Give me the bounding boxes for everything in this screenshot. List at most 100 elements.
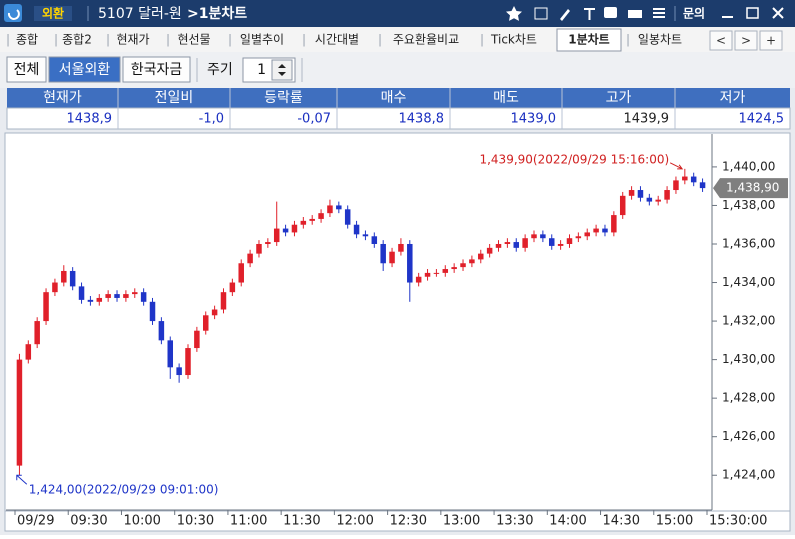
screen-name: 5107 달러-원 (98, 6, 182, 22)
tab-separator: | (6, 33, 10, 47)
candle-body (566, 238, 573, 244)
tab-nav-label[interactable]: > (741, 34, 751, 48)
candle-body (78, 286, 85, 300)
candle-body (424, 272, 431, 277)
candle-body (176, 367, 182, 376)
x-tick-label: 15:00 (656, 514, 693, 529)
candle-body (478, 253, 484, 260)
tab-nav-button[interactable] (734, 30, 758, 51)
x-tick-label: 15:30:00 (709, 514, 767, 529)
candle-body (327, 205, 333, 214)
tab[interactable]: 종합 (16, 33, 38, 47)
candle-body (682, 176, 688, 181)
y-tick-label: 1,436,00 (722, 236, 775, 250)
pen-icon[interactable] (560, 9, 570, 21)
tab[interactable]: 일별추이 (240, 33, 284, 47)
candle-body (628, 190, 635, 196)
candle-body (140, 292, 147, 302)
candle-body (690, 176, 697, 183)
tab[interactable]: Tick차트 (490, 33, 537, 47)
candle-body (593, 228, 599, 233)
candle-body (655, 199, 661, 202)
tab[interactable]: 종합2 (62, 33, 92, 47)
menu-icon[interactable] (653, 8, 665, 10)
market-button[interactable] (48, 56, 121, 83)
candle-body (238, 263, 244, 283)
x-tick-label: 13:30 (496, 514, 533, 529)
market-button-label[interactable]: 전체 (14, 62, 40, 78)
table-header: 매수 (381, 90, 407, 106)
text-icon[interactable] (584, 8, 595, 20)
tab[interactable]: 일봉차트 (638, 33, 682, 47)
candle-body (43, 292, 49, 322)
close-button[interactable] (772, 7, 784, 19)
tab-nav-label[interactable]: < (716, 34, 726, 48)
market-button-label[interactable]: 한국자금 (131, 62, 183, 78)
candle-body (69, 270, 76, 287)
candle-body (87, 299, 94, 302)
market-button[interactable] (122, 56, 191, 83)
candle-body (353, 224, 360, 235)
tab-nav-button[interactable] (759, 30, 783, 51)
candle-body (637, 190, 644, 198)
y-tick-label: 1,440,00 (722, 159, 775, 173)
minimize-button[interactable] (722, 16, 733, 18)
y-tick-label: 1,438,00 (722, 198, 775, 212)
star-icon[interactable] (506, 6, 522, 21)
candle-body (114, 294, 120, 298)
candle-body (185, 348, 191, 376)
candle-body (256, 243, 262, 254)
y-tick-label: 1,424,00 (722, 468, 775, 482)
table-value: 1439,0 (511, 112, 557, 127)
x-tick-label: 10:30 (177, 514, 214, 529)
candle-body (149, 301, 156, 322)
help-icon[interactable] (604, 7, 617, 18)
tab[interactable]: 시간대별 (315, 33, 359, 47)
candle-body (52, 282, 58, 293)
link-icon[interactable] (534, 7, 548, 20)
y-tick-label: 1,434,00 (722, 275, 775, 289)
annotation: 1,439,90(2022/09/29 15:16:00) (479, 152, 669, 166)
x-axis-strip (4, 510, 791, 532)
x-tick-label: 11:30 (283, 514, 320, 529)
tab-nav-button[interactable] (709, 30, 733, 51)
tab[interactable]: 현선물 (177, 33, 210, 47)
candle-body (105, 294, 111, 298)
y-tick-label: 1,432,00 (722, 314, 775, 328)
view-name: >1분차트 (187, 6, 247, 22)
candle-body (415, 276, 422, 283)
candle-body (336, 205, 342, 210)
tab-separator: | (480, 33, 484, 47)
x-tick-label: 09:30 (70, 514, 107, 529)
print-icon[interactable] (628, 10, 642, 18)
maximize-button[interactable] (746, 7, 759, 19)
tab[interactable]: 주요환율비교 (393, 33, 459, 47)
candle-body (540, 234, 546, 239)
candle-body (389, 251, 395, 264)
candle-body (495, 243, 502, 248)
spinner[interactable] (271, 59, 293, 81)
tab-nav-label[interactable]: + (766, 34, 776, 48)
table-value: -0,07 (297, 112, 331, 127)
tab-bar (0, 27, 795, 52)
candle-body (611, 215, 617, 233)
spinner-arrows[interactable] (278, 64, 286, 76)
badge: 외환 (42, 6, 64, 21)
candle-body (513, 242, 520, 248)
x-tick-label: 14:30 (603, 514, 640, 529)
candle-body (220, 292, 227, 310)
x-tick-label: 13:00 (443, 514, 480, 529)
tab-separator: | (166, 33, 170, 47)
period-value[interactable]: 1 (257, 62, 266, 78)
market-button[interactable] (6, 56, 47, 83)
tab[interactable]: 1분차트 (568, 32, 609, 47)
candle-body (442, 269, 449, 273)
candle-body (291, 224, 298, 233)
candle-body (646, 197, 653, 202)
table-header: 현재가 (43, 90, 82, 106)
help-button[interactable]: 문의 (683, 6, 705, 21)
market-button-label[interactable]: 서울외환 (59, 62, 111, 78)
candle-body (34, 321, 40, 345)
tab[interactable]: 현재가 (116, 33, 149, 47)
y-tick-label: 1,426,00 (722, 429, 775, 443)
